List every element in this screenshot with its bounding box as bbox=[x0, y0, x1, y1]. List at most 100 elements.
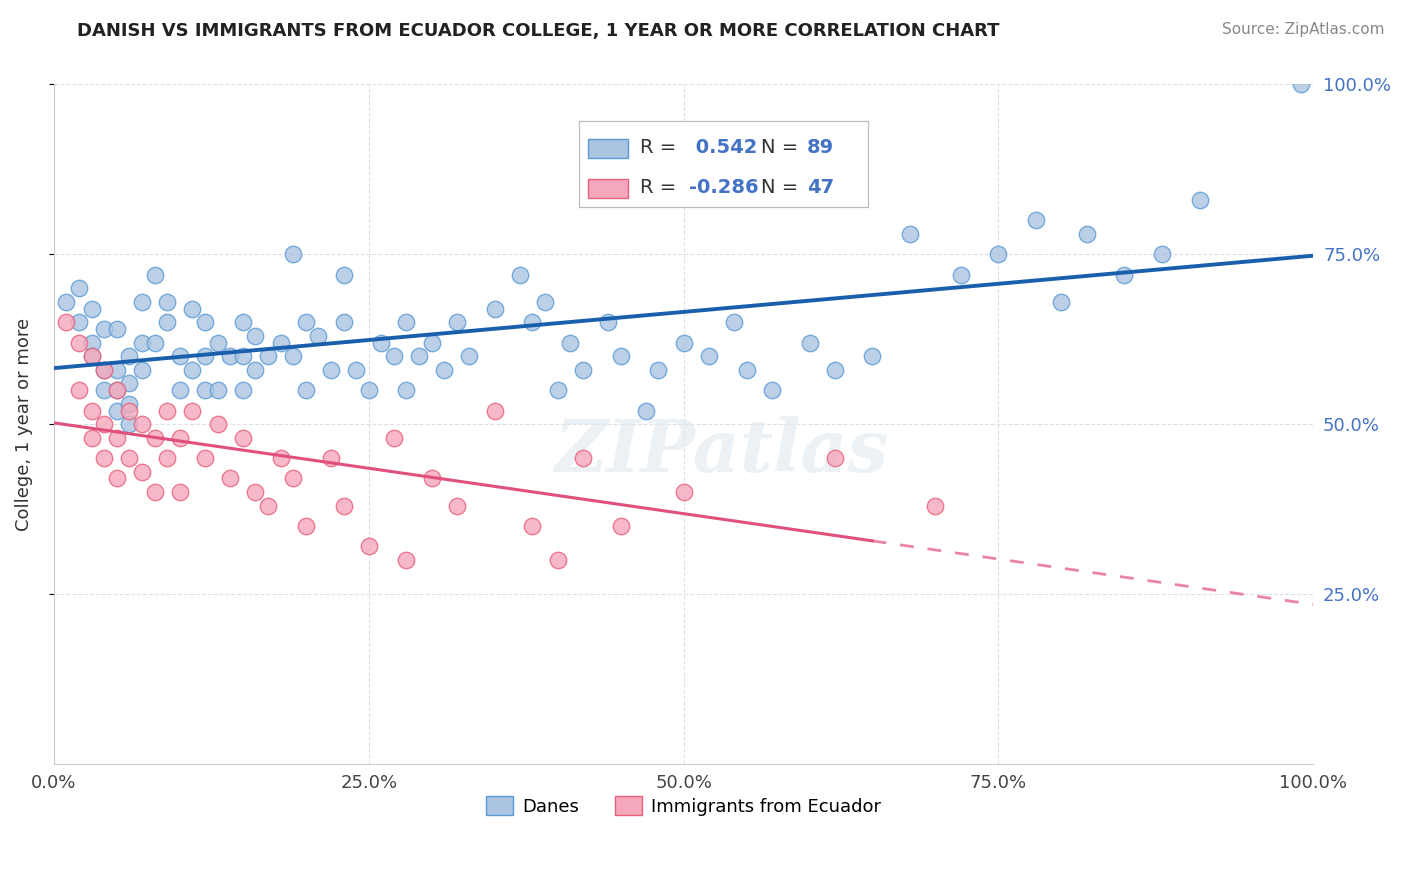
FancyBboxPatch shape bbox=[588, 179, 628, 198]
Point bbox=[143, 485, 166, 500]
Point bbox=[1050, 294, 1073, 309]
Point bbox=[55, 315, 77, 329]
Point bbox=[219, 471, 242, 485]
Point bbox=[169, 383, 191, 397]
Point bbox=[509, 268, 531, 282]
Point bbox=[118, 397, 141, 411]
Point bbox=[67, 383, 90, 397]
Point bbox=[105, 403, 128, 417]
Text: DANISH VS IMMIGRANTS FROM ECUADOR COLLEGE, 1 YEAR OR MORE CORRELATION CHART: DANISH VS IMMIGRANTS FROM ECUADOR COLLEG… bbox=[77, 22, 1000, 40]
Point bbox=[294, 383, 316, 397]
Point bbox=[169, 349, 191, 363]
Point bbox=[143, 431, 166, 445]
Point bbox=[357, 383, 380, 397]
Point bbox=[949, 268, 972, 282]
Point bbox=[118, 403, 141, 417]
Point bbox=[458, 349, 481, 363]
Point bbox=[194, 349, 217, 363]
Point bbox=[232, 315, 254, 329]
Point bbox=[294, 315, 316, 329]
Point bbox=[105, 383, 128, 397]
Point bbox=[169, 431, 191, 445]
Point bbox=[80, 349, 103, 363]
Point bbox=[395, 383, 418, 397]
Point bbox=[319, 363, 342, 377]
Point bbox=[181, 403, 204, 417]
Point bbox=[270, 451, 292, 466]
Point bbox=[80, 431, 103, 445]
Point bbox=[572, 363, 595, 377]
Point bbox=[572, 451, 595, 466]
Point bbox=[93, 322, 115, 336]
Legend: Danes, Immigrants from Ecuador: Danes, Immigrants from Ecuador bbox=[478, 789, 889, 822]
Point bbox=[446, 315, 468, 329]
Point bbox=[395, 315, 418, 329]
Point bbox=[93, 383, 115, 397]
Text: N =: N = bbox=[761, 178, 799, 197]
Point bbox=[131, 363, 153, 377]
Point bbox=[118, 376, 141, 391]
Text: Source: ZipAtlas.com: Source: ZipAtlas.com bbox=[1222, 22, 1385, 37]
Point bbox=[319, 451, 342, 466]
Point bbox=[67, 281, 90, 295]
Point bbox=[824, 451, 846, 466]
Point bbox=[194, 383, 217, 397]
Point bbox=[344, 363, 367, 377]
Point bbox=[156, 294, 179, 309]
Point bbox=[245, 328, 267, 343]
Point bbox=[332, 268, 354, 282]
Point bbox=[420, 471, 443, 485]
Point bbox=[281, 247, 304, 261]
Point bbox=[245, 363, 267, 377]
Point bbox=[207, 417, 229, 431]
Point bbox=[609, 519, 631, 533]
Point bbox=[357, 540, 380, 554]
Y-axis label: College, 1 year or more: College, 1 year or more bbox=[15, 318, 32, 531]
Point bbox=[105, 363, 128, 377]
Point bbox=[156, 315, 179, 329]
Point bbox=[697, 349, 720, 363]
Point bbox=[332, 315, 354, 329]
Point bbox=[105, 471, 128, 485]
Point bbox=[596, 315, 619, 329]
Point bbox=[143, 335, 166, 350]
Point bbox=[93, 363, 115, 377]
Point bbox=[332, 499, 354, 513]
FancyBboxPatch shape bbox=[588, 139, 628, 158]
Point bbox=[131, 335, 153, 350]
Point bbox=[67, 335, 90, 350]
Point bbox=[105, 322, 128, 336]
Point bbox=[169, 485, 191, 500]
Point bbox=[181, 301, 204, 316]
Point bbox=[80, 349, 103, 363]
Point bbox=[420, 335, 443, 350]
Point bbox=[370, 335, 392, 350]
Text: ZIPatlas: ZIPatlas bbox=[554, 416, 889, 487]
Point bbox=[547, 383, 569, 397]
Point bbox=[672, 485, 695, 500]
Point bbox=[1076, 227, 1098, 241]
Point bbox=[1114, 268, 1136, 282]
Point bbox=[257, 499, 280, 513]
Point bbox=[181, 363, 204, 377]
Point bbox=[824, 363, 846, 377]
Point bbox=[131, 465, 153, 479]
Point bbox=[207, 335, 229, 350]
Text: 47: 47 bbox=[807, 178, 834, 197]
Point bbox=[219, 349, 242, 363]
Point bbox=[547, 553, 569, 567]
Point bbox=[1188, 193, 1211, 207]
Point bbox=[93, 363, 115, 377]
Point bbox=[862, 349, 884, 363]
Point bbox=[232, 349, 254, 363]
Point bbox=[294, 519, 316, 533]
Point bbox=[723, 315, 745, 329]
Point bbox=[898, 227, 921, 241]
Point bbox=[647, 363, 669, 377]
Point bbox=[232, 431, 254, 445]
Point bbox=[80, 301, 103, 316]
Point bbox=[799, 335, 821, 350]
Point bbox=[232, 383, 254, 397]
Point bbox=[105, 383, 128, 397]
Point bbox=[672, 335, 695, 350]
